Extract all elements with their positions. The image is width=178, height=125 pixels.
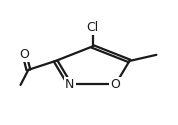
Text: Cl: Cl	[86, 21, 99, 34]
Text: O: O	[19, 48, 29, 60]
Text: N: N	[65, 78, 74, 91]
Text: O: O	[110, 78, 120, 91]
